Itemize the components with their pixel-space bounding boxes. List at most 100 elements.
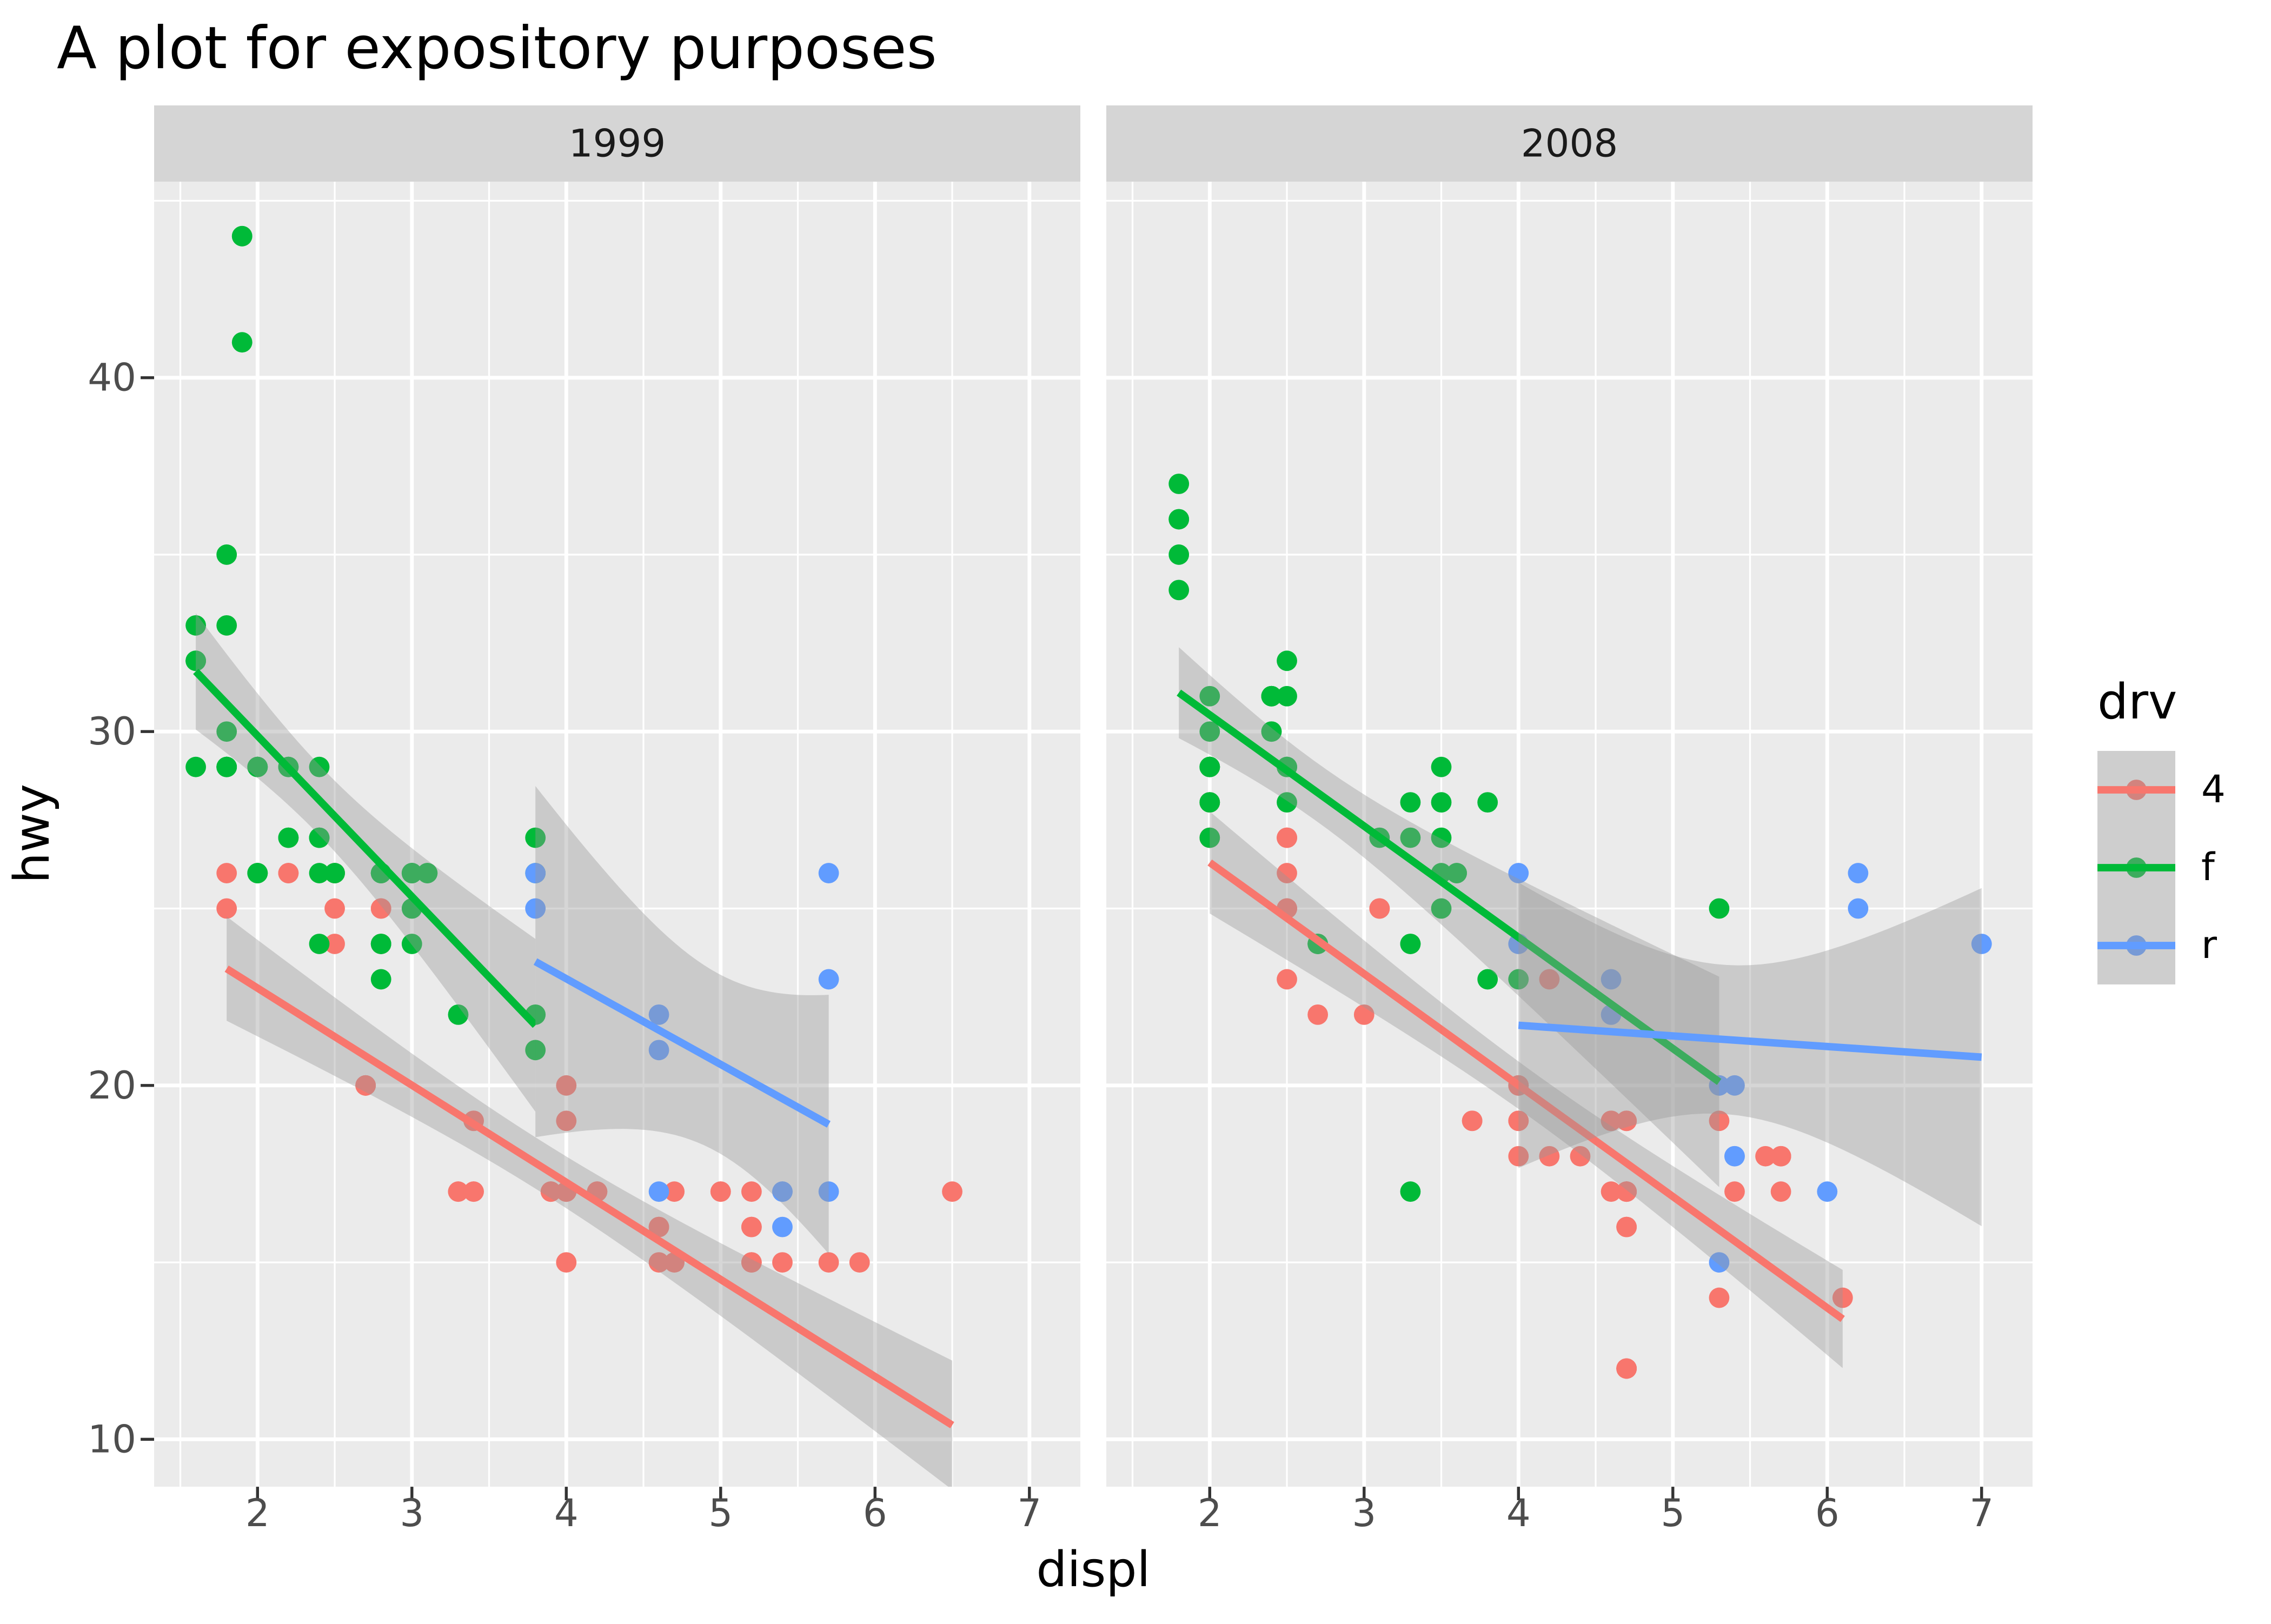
data-point-drv-4 (1570, 1146, 1591, 1167)
data-point-drv-4 (1353, 1004, 1374, 1025)
data-point-drv-f (247, 863, 268, 883)
data-point-drv-4 (556, 1252, 577, 1273)
data-point-drv-4 (324, 934, 345, 954)
x-tick-label: 7 (1969, 1491, 1994, 1535)
panel-bg (154, 182, 1080, 1487)
data-point-drv-4 (849, 1252, 870, 1273)
data-point-drv-f (1277, 685, 1297, 707)
data-point-drv-4 (1709, 1110, 1730, 1132)
data-point-drv-f (417, 863, 438, 883)
data-point-drv-f (1277, 792, 1297, 813)
data-point-drv-4 (1770, 1181, 1791, 1202)
smooth-line-drv-r (1518, 1021, 1982, 1061)
legend-key-4 (2097, 751, 2175, 829)
data-point-drv-r (772, 1181, 793, 1202)
x-tick-label: 3 (1352, 1491, 1376, 1535)
data-point-drv-f (1261, 685, 1282, 707)
data-point-drv-f (401, 863, 422, 883)
data-point-drv-4 (463, 1181, 484, 1202)
y-tick-label: 40 (88, 356, 136, 400)
data-point-drv-f (1477, 792, 1498, 813)
x-tick-label: 2 (1198, 1491, 1222, 1535)
data-point-drv-4 (1616, 1216, 1637, 1237)
data-point-drv-f (216, 544, 237, 565)
x-tick-label: 5 (708, 1491, 733, 1535)
data-point-drv-f (1168, 544, 1190, 565)
confidence-ribbon-drv-f (196, 613, 536, 1112)
data-point-drv-4 (818, 1252, 839, 1273)
data-point-drv-4 (355, 1075, 376, 1096)
data-point-drv-f (1261, 721, 1282, 742)
facet-strip-1999 (154, 105, 1080, 182)
data-point-drv-f (1400, 827, 1421, 848)
data-point-drv-4 (1277, 827, 1297, 848)
data-point-drv-r (648, 1040, 669, 1061)
data-point-drv-f (185, 756, 206, 777)
data-point-drv-f (1431, 756, 1452, 777)
data-point-drv-f (1431, 792, 1452, 813)
smooth-line-drv-r (533, 958, 831, 1128)
confidence-ribbon-drv-r (535, 786, 829, 1254)
x-tick-label: 7 (1017, 1491, 1041, 1535)
legend-title: drv (2097, 674, 2177, 730)
facet-strip-label-1999: 1999 (569, 122, 666, 166)
data-point-drv-f (1199, 721, 1220, 742)
y-tick-label: 10 (88, 1417, 136, 1461)
data-point-drv-4 (370, 898, 391, 919)
data-point-drv-4 (1755, 1146, 1776, 1167)
data-point-drv-4 (1508, 1146, 1529, 1167)
data-point-drv-4 (448, 1181, 469, 1202)
data-point-drv-4 (1369, 898, 1390, 919)
data-point-drv-4 (216, 898, 237, 919)
data-point-drv-4 (1616, 1110, 1637, 1132)
data-point-drv-4 (1462, 1110, 1483, 1132)
x-tick-label: 2 (245, 1491, 270, 1535)
data-point-drv-4 (648, 1216, 669, 1237)
data-point-drv-f (247, 756, 268, 777)
data-point-drv-r (1817, 1181, 1838, 1202)
data-point-drv-4 (1277, 863, 1297, 883)
data-point-drv-f (231, 332, 253, 353)
facet-strip-label-2008: 2008 (1521, 122, 1618, 166)
legend-label-r: r (2201, 923, 2217, 967)
data-point-drv-r (818, 969, 839, 990)
smooth-line-drv-4 (1207, 859, 1845, 1322)
data-point-drv-f (1199, 685, 1220, 707)
data-point-drv-f (216, 756, 237, 777)
data-point-drv-4 (741, 1252, 762, 1273)
data-point-drv-f (1400, 1181, 1421, 1202)
data-point-drv-f (216, 721, 237, 742)
data-point-drv-r (1848, 898, 1869, 919)
data-point-drv-4 (1277, 969, 1297, 990)
data-point-drv-r (1709, 1252, 1730, 1273)
data-point-drv-f (1400, 792, 1421, 813)
data-point-drv-4 (664, 1181, 685, 1202)
x-tick-label: 4 (1506, 1491, 1531, 1535)
data-point-drv-4 (710, 1181, 731, 1202)
panel-bg (1106, 182, 2033, 1487)
data-point-drv-f (185, 650, 206, 671)
data-point-drv-4 (1616, 1181, 1637, 1202)
panel-area (154, 182, 2033, 1487)
x-tick-label: 5 (1661, 1491, 1685, 1535)
smooth-line-drv-f (1177, 689, 1722, 1085)
data-point-drv-f (1446, 863, 1467, 883)
data-point-drv-4 (1724, 1181, 1745, 1202)
data-point-drv-f (1400, 934, 1421, 954)
data-point-drv-f (1508, 969, 1529, 990)
data-point-drv-4 (1539, 969, 1560, 990)
confidence-ribbon-drv-4 (227, 916, 953, 1487)
facet-strip-2008 (1106, 105, 2033, 182)
panel-2008 (1106, 182, 2033, 1487)
data-point-drv-4 (324, 898, 345, 919)
data-point-drv-f (231, 225, 253, 247)
confidence-ribbon-drv-f (1179, 647, 1719, 1187)
data-point-drv-f (309, 863, 330, 883)
data-point-drv-f (1199, 792, 1220, 813)
data-point-drv-f (309, 827, 330, 848)
y-axis-title: hwy (4, 784, 61, 883)
data-point-drv-f (309, 756, 330, 777)
data-point-drv-4 (942, 1181, 962, 1202)
panel-1999 (154, 182, 1080, 1487)
